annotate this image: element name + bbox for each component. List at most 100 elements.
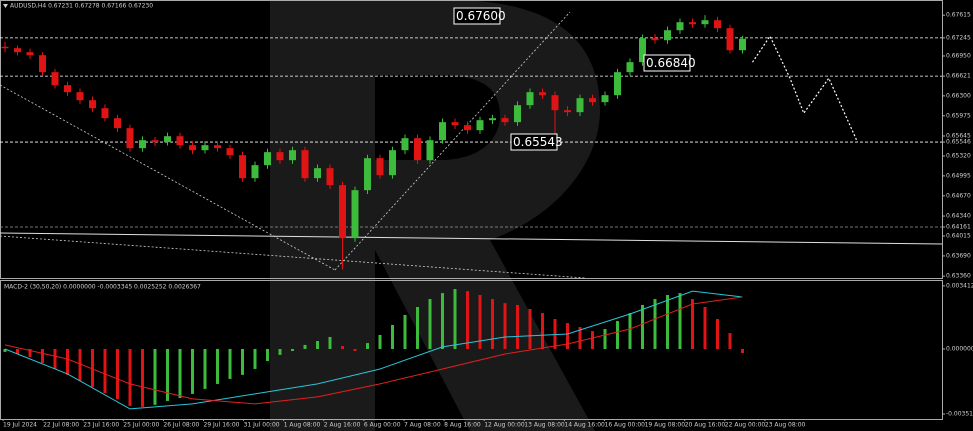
macd-bar (591, 331, 594, 349)
candle-body (301, 150, 309, 179)
x-tick-label: 25 Jul 00:00 (123, 422, 159, 429)
macd (3, 289, 744, 410)
x-tick-label: 22 Jul 08:00 (43, 422, 79, 429)
macd-bar (366, 343, 369, 349)
candle-body (439, 122, 446, 141)
x-tick-label: 23 Aug 08:00 (765, 422, 806, 429)
macd-bar (703, 307, 707, 349)
candle-body (539, 92, 546, 96)
y-tick-label: -0.0035168 (946, 411, 973, 418)
macd-bar (441, 293, 444, 349)
candle-body (564, 110, 571, 113)
macd-bar (503, 303, 507, 349)
trend-line (0, 235, 586, 279)
x-tick-label: 13 Aug 08:00 (524, 422, 565, 429)
macd-bar (41, 348, 44, 364)
x-tick-label: 7 Aug 08:00 (404, 422, 441, 429)
x-tick-label: 6 Aug 00:00 (364, 422, 401, 429)
x-tick-label: 19 Aug 08:00 (645, 422, 686, 429)
candle-body (364, 158, 371, 191)
candles (1, 15, 859, 270)
candle-body (576, 98, 584, 113)
y-tick-label: 0.64015 (946, 232, 971, 239)
candle-body (701, 20, 709, 25)
macd-bar (641, 304, 644, 349)
candle-body (601, 95, 609, 103)
macd-bar (578, 326, 582, 349)
candle-body (126, 128, 134, 149)
candle-body (589, 98, 596, 103)
candle-body (414, 138, 421, 161)
macd-bar (253, 348, 257, 369)
x-tick-label: 14 Aug 16:00 (564, 422, 605, 429)
macd-bar (516, 304, 519, 349)
annotation-box (510, 133, 558, 151)
candle-body (289, 150, 296, 161)
candle-body (26, 52, 34, 56)
macd-bar (103, 348, 107, 393)
macd-bar (353, 348, 357, 352)
candle-body (314, 168, 321, 179)
candle-body (651, 38, 659, 41)
y-tick-label: 0.66950 (946, 52, 971, 59)
y-tick-label: 0.000000 (946, 345, 973, 352)
macd-bar (66, 348, 69, 375)
candle-body (714, 20, 721, 29)
macd-bar (141, 348, 144, 407)
macd-bar (466, 291, 469, 349)
title-icon (3, 4, 8, 8)
price-panel-border (0, 0, 943, 279)
candle-body (551, 95, 559, 111)
macd-bar (391, 324, 394, 349)
annotation-box (453, 7, 501, 25)
macd-bar (416, 307, 419, 349)
x-tick-label: 26 Jul 08:00 (163, 422, 199, 429)
candle-body (201, 145, 209, 151)
annotation: 0.67600 (456, 9, 506, 23)
forecast-line (752, 34, 859, 143)
candle-body (726, 28, 734, 51)
candle-body (401, 138, 409, 151)
macd-bar (666, 294, 669, 349)
candle-body (676, 22, 684, 31)
macd-bar (291, 348, 294, 352)
candle-body (664, 30, 671, 41)
candle-body (101, 108, 109, 119)
macd-bar (316, 341, 319, 349)
macd-bar (541, 313, 544, 349)
macd-bar (241, 348, 244, 375)
candle-body (351, 190, 359, 239)
x-tick-label: 20 Aug 16:00 (685, 422, 726, 429)
y-tick-label: 0.65645 (946, 133, 971, 140)
y-tick-label: 0.64340 (946, 213, 971, 220)
trend-line (0, 232, 943, 245)
x-tick-label: 1 Aug 08:00 (284, 422, 321, 429)
macd-bar (166, 348, 169, 401)
candle-body (39, 55, 46, 73)
candle-body (501, 118, 509, 123)
x-tick-label: 2 Aug 16:00 (324, 422, 361, 429)
macd-bar (191, 348, 194, 394)
y-tick-label: 0.63360 (946, 273, 971, 280)
candle-body (251, 165, 259, 179)
axes: 0.67615 0.67245 0.66950 0.66621 0.66300 0.659… (2, 12, 973, 429)
macd-bar (528, 309, 532, 349)
macd-bar (3, 348, 7, 352)
macd-bar (116, 348, 119, 399)
candle-body (1, 46, 9, 49)
macd-bar (303, 344, 307, 349)
macd-bar (553, 319, 557, 349)
macd-line (4, 296, 743, 405)
y-tick-label: 0.66621 (946, 73, 971, 80)
candle-body (89, 100, 96, 109)
macd-bar (616, 321, 619, 349)
macd-bar (741, 348, 744, 354)
candle-body (264, 152, 271, 166)
macd-bar (628, 313, 632, 349)
macd-title: MACD-2 (30,50,20) 0.0000000 -0.0003345 0… (4, 284, 201, 291)
x-tick-label: 23 Jul 16:00 (83, 422, 119, 429)
x-tick-label: 22 Aug 00:00 (725, 422, 766, 429)
x-tick-label: 29 Jul 16:00 (204, 422, 240, 429)
